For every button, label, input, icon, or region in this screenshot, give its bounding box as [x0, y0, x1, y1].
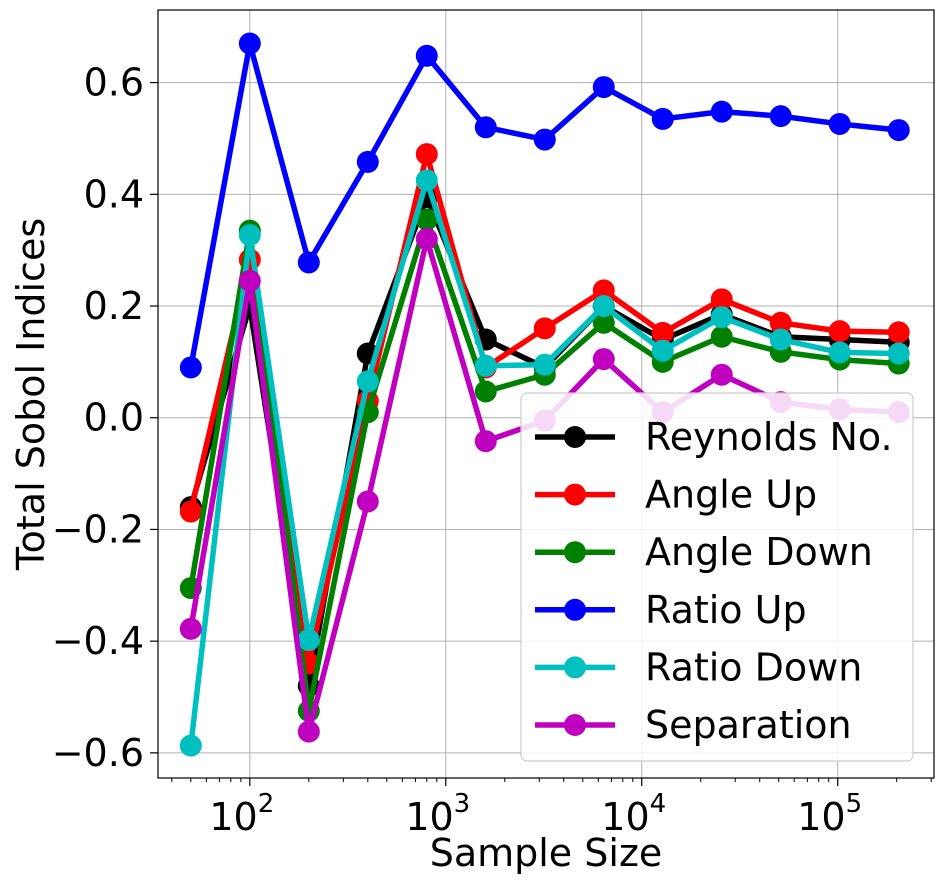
plot-frame — [157, 9, 935, 779]
legend-label: Angle Down — [645, 530, 873, 574]
data-point — [238, 269, 261, 292]
legend-marker — [564, 656, 586, 679]
data-point — [474, 354, 497, 377]
data-point — [769, 105, 792, 128]
legend-marker — [564, 483, 586, 506]
legend-label: Ratio Up — [645, 588, 807, 632]
data-point — [356, 490, 379, 513]
legend-item: Angle Up — [535, 473, 817, 517]
data-point — [356, 370, 379, 393]
data-point — [474, 430, 497, 453]
y-tick-label: 0.0 — [84, 396, 144, 440]
data-point — [769, 311, 792, 334]
data-point — [179, 500, 202, 523]
data-point — [828, 341, 851, 364]
legend-item: Ratio Down — [535, 645, 862, 689]
legend-item: Angle Down — [535, 530, 873, 574]
data-point — [415, 143, 438, 166]
data-point — [887, 321, 910, 344]
legend-box — [520, 392, 914, 762]
x-axis-label: Sample Size — [430, 831, 663, 875]
series-ratio-up — [179, 32, 910, 379]
legend-marker — [564, 541, 586, 564]
legend-item: Ratio Up — [535, 588, 807, 632]
data-point — [297, 720, 320, 743]
data-point — [415, 208, 438, 231]
data-point — [828, 320, 851, 343]
data-point — [769, 328, 792, 351]
x-tick-exponent: 3 — [454, 789, 471, 819]
data-point — [179, 617, 202, 640]
data-point — [710, 288, 733, 311]
data-point — [179, 356, 202, 379]
data-point — [415, 44, 438, 67]
legend-label: Angle Up — [645, 473, 817, 517]
data-point — [710, 325, 733, 348]
y-tick-label: −0.2 — [52, 507, 144, 551]
data-point — [887, 342, 910, 365]
data-point — [356, 150, 379, 173]
data-point — [828, 112, 851, 135]
data-point — [415, 228, 438, 251]
y-axis-label: Total Sobol Indices — [9, 218, 53, 571]
data-point — [710, 363, 733, 386]
data-point — [887, 119, 910, 142]
data-point — [179, 734, 202, 757]
y-tick-label: 0.4 — [84, 172, 144, 216]
legend-marker — [564, 714, 586, 736]
data-point — [592, 76, 615, 99]
legend-label: Ratio Down — [645, 645, 862, 689]
data-point — [710, 306, 733, 329]
data-point — [238, 224, 261, 247]
data-point — [533, 317, 556, 340]
y-tick-label: −0.6 — [52, 731, 144, 775]
legend: Reynolds No. Angle Up Angle Down Ratio Up Ra… — [520, 392, 914, 762]
y-tick-label: 0.2 — [84, 284, 144, 328]
legend-marker — [564, 598, 586, 621]
data-point — [592, 348, 615, 371]
data-point — [474, 380, 497, 403]
data-point — [592, 279, 615, 302]
legend-label: Separation — [645, 703, 852, 747]
x-tick-exponent: 2 — [258, 789, 275, 819]
data-point — [474, 116, 497, 139]
x-tick-label: 103 — [405, 789, 470, 839]
data-point — [533, 353, 556, 376]
data-point — [415, 169, 438, 192]
data-point — [592, 295, 615, 318]
data-point — [651, 339, 674, 362]
x-tick-exponent: 4 — [650, 789, 667, 819]
data-point — [533, 128, 556, 151]
data-point — [651, 107, 674, 130]
data-point — [297, 629, 320, 652]
y-tick-label: 0.6 — [84, 61, 144, 105]
legend-marker — [564, 426, 586, 448]
data-point — [710, 100, 733, 123]
legend-label: Reynolds No. — [645, 415, 893, 459]
x-tick-label: 105 — [797, 789, 862, 839]
data-point — [238, 32, 261, 55]
data-point — [297, 251, 320, 274]
data-point — [651, 321, 674, 344]
y-tick-label: −0.4 — [52, 619, 144, 663]
x-tick-exponent: 5 — [846, 789, 863, 819]
data-point — [592, 311, 615, 334]
legend-item: Separation — [535, 703, 852, 747]
legend-item: Reynolds No. — [535, 415, 893, 459]
series-ratio-down — [179, 169, 910, 757]
